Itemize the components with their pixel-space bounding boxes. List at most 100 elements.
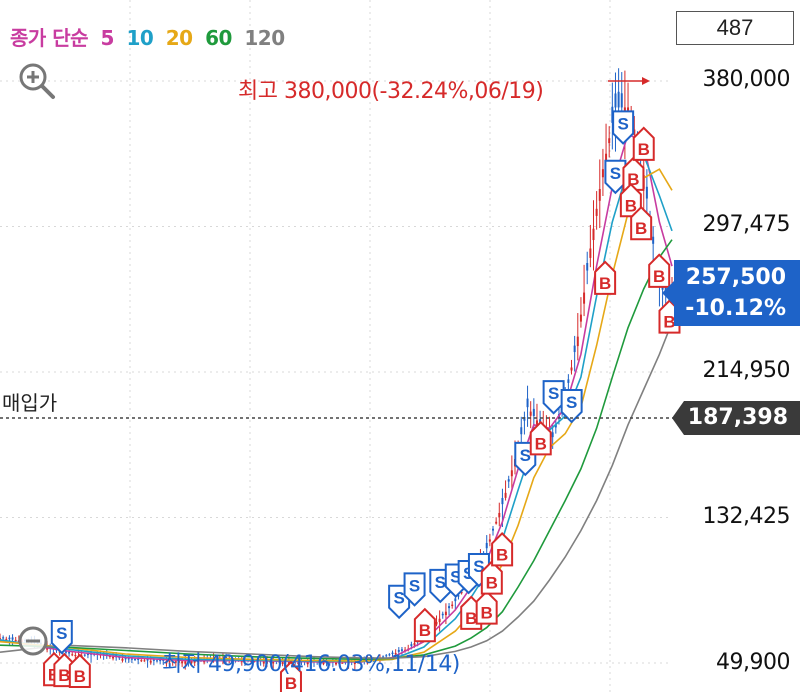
marker-shape xyxy=(622,156,645,191)
candle-body xyxy=(601,169,604,178)
candles xyxy=(0,68,673,670)
candle-body xyxy=(250,661,253,663)
candle-body xyxy=(306,662,309,665)
marker-letter: S xyxy=(435,573,446,592)
candle-body xyxy=(86,654,89,656)
candle-body xyxy=(391,652,394,655)
buy-marker: B xyxy=(529,420,552,456)
candle-body xyxy=(532,408,535,416)
buy-marker: B xyxy=(480,560,503,595)
candle-body xyxy=(586,263,589,271)
marker-shape xyxy=(619,182,642,218)
buy-marker: B xyxy=(622,156,645,191)
candle-body xyxy=(127,658,130,660)
candle-body xyxy=(605,153,608,166)
candle-body xyxy=(2,637,5,639)
candle-body xyxy=(413,643,416,646)
current-price-change: -10.12% xyxy=(685,296,786,321)
current-price-box: 257,500 -10.12% xyxy=(662,260,800,326)
candle-body xyxy=(152,659,155,661)
trade-markers: SBBBBSSBSSSSBBBBSBSSBSSBBBBBB xyxy=(43,110,681,692)
candle-body xyxy=(573,345,576,353)
marker-shape xyxy=(594,260,617,295)
legend-ma10: 10 xyxy=(126,26,154,50)
candle-body xyxy=(262,661,265,664)
ma-legend: 종가 단순 5 10 20 60 120 xyxy=(10,22,291,51)
buy-marker: B xyxy=(491,531,514,567)
buy-marker: B xyxy=(619,182,642,218)
marker-shape xyxy=(630,205,653,241)
candle-body xyxy=(68,652,71,654)
y-tick-label: 49,900 xyxy=(716,650,790,675)
marker-letter: S xyxy=(473,557,484,576)
sell-marker: S xyxy=(560,388,583,424)
marker-shape xyxy=(529,420,552,456)
sell-marker: S xyxy=(403,572,426,607)
marker-letter: B xyxy=(419,621,431,640)
candle-body xyxy=(177,661,180,663)
candle-body xyxy=(71,654,74,656)
candle-body xyxy=(382,656,385,658)
buy-price-label: 매입가 xyxy=(2,391,58,415)
candle-body xyxy=(124,657,127,660)
candle-body xyxy=(460,591,463,594)
marker-shape xyxy=(480,560,503,595)
candle-body xyxy=(501,497,504,505)
marker-letter: B xyxy=(74,667,86,686)
bar-count-box[interactable]: 487 xyxy=(676,11,794,45)
candle-body xyxy=(193,660,196,663)
marker-letter: S xyxy=(548,384,559,403)
candle-body xyxy=(583,292,586,304)
candle-body xyxy=(457,595,460,597)
candle-body xyxy=(444,611,447,616)
candle-body xyxy=(504,492,507,498)
marker-shape xyxy=(542,380,565,415)
candle-body xyxy=(570,367,573,371)
candle-body xyxy=(385,655,388,657)
candle-body xyxy=(322,662,325,665)
candle-body xyxy=(498,512,501,518)
candle-body xyxy=(184,661,187,664)
candle-body xyxy=(174,661,177,663)
zoom-out-button[interactable] xyxy=(14,622,56,664)
candle-body xyxy=(190,661,193,663)
y-tick-label: 297,475 xyxy=(702,212,791,237)
candle-body xyxy=(645,186,648,199)
candle-body xyxy=(165,661,168,664)
candle-body xyxy=(410,644,413,646)
marker-shape xyxy=(632,126,655,161)
candle-body xyxy=(608,138,611,144)
candle-body xyxy=(0,638,1,640)
ma-line-60 xyxy=(0,239,673,661)
marker-letter: B xyxy=(635,219,647,238)
sell-marker: S xyxy=(612,110,635,145)
marker-letter: S xyxy=(610,164,621,183)
sell-marker: S xyxy=(604,159,627,195)
high-marker-label: 최고 380,000(-32.24%,06/19) xyxy=(238,79,544,104)
buy-marker: B xyxy=(475,590,498,625)
candle-body xyxy=(620,93,623,108)
marker-shape xyxy=(560,388,583,424)
marker-letter: B xyxy=(663,313,675,332)
candle-body xyxy=(495,521,498,524)
zoom-in-button[interactable] xyxy=(16,60,58,102)
marker-shape xyxy=(279,660,302,692)
candle-body xyxy=(451,604,454,607)
candle-body xyxy=(614,93,617,108)
marker-letter: S xyxy=(393,589,404,608)
marker-letter: B xyxy=(638,140,650,159)
candle-body xyxy=(140,660,143,662)
y-tick-label: 214,950 xyxy=(702,358,791,383)
candle-body xyxy=(576,336,579,347)
buy-price-box: 187,398 xyxy=(672,401,800,435)
candle-body xyxy=(633,129,636,135)
legend-ma20: 20 xyxy=(165,26,193,50)
marker-shape xyxy=(491,531,514,567)
candle-body xyxy=(281,661,284,664)
candle-body xyxy=(171,661,174,663)
candle-body xyxy=(278,661,281,663)
low-marker-label: 최저 49,900(416.03%,11/14) xyxy=(162,652,460,677)
marker-letter: B xyxy=(599,274,611,293)
buy-marker: B xyxy=(632,126,655,161)
